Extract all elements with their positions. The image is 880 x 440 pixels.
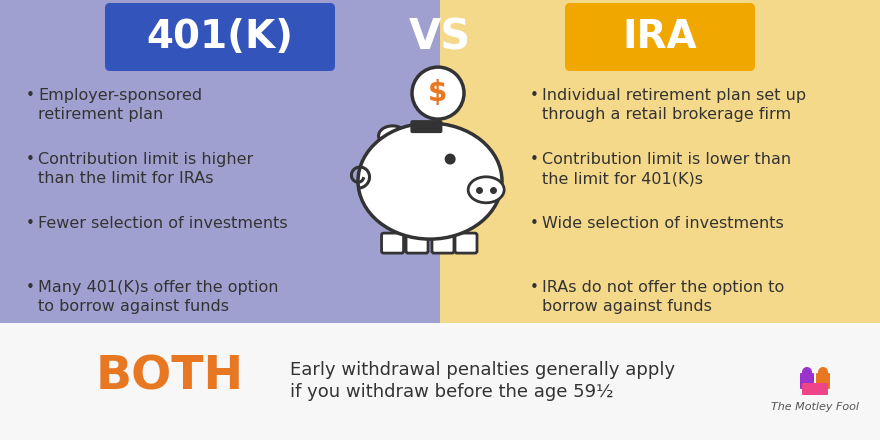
Text: •: • (26, 280, 35, 295)
FancyBboxPatch shape (0, 0, 440, 323)
Text: Employer-sponsored
retirement plan: Employer-sponsored retirement plan (38, 88, 202, 122)
Text: if you withdraw before the age 59½: if you withdraw before the age 59½ (290, 383, 613, 401)
FancyBboxPatch shape (802, 383, 828, 395)
Text: •: • (26, 88, 35, 103)
FancyBboxPatch shape (410, 120, 443, 133)
Text: $: $ (429, 79, 448, 107)
Text: •: • (26, 152, 35, 167)
Ellipse shape (468, 177, 504, 203)
Circle shape (802, 367, 812, 377)
Text: •: • (530, 280, 539, 295)
FancyBboxPatch shape (105, 3, 335, 71)
Text: Many 401(K)s offer the option
to borrow against funds: Many 401(K)s offer the option to borrow … (38, 280, 278, 314)
Text: IRA: IRA (623, 18, 697, 56)
Text: VS: VS (409, 16, 471, 58)
Ellipse shape (358, 123, 502, 239)
Text: 401(K): 401(K) (146, 18, 294, 56)
Text: Early withdrawal penalties generally apply: Early withdrawal penalties generally app… (290, 361, 675, 379)
Circle shape (412, 67, 464, 119)
FancyBboxPatch shape (565, 3, 755, 71)
FancyBboxPatch shape (455, 233, 477, 253)
Text: •: • (530, 88, 539, 103)
FancyBboxPatch shape (406, 233, 428, 253)
FancyBboxPatch shape (432, 233, 454, 253)
Text: Individual retirement plan set up
through a retail brokerage firm: Individual retirement plan set up throug… (542, 88, 806, 122)
FancyBboxPatch shape (440, 0, 880, 323)
Text: •: • (530, 152, 539, 167)
FancyBboxPatch shape (382, 233, 404, 253)
FancyBboxPatch shape (800, 373, 814, 389)
Text: •: • (530, 216, 539, 231)
FancyBboxPatch shape (816, 373, 830, 389)
Text: IRAs do not offer the option to
borrow against funds: IRAs do not offer the option to borrow a… (542, 280, 784, 314)
Text: •: • (26, 216, 35, 231)
Text: Wide selection of investments: Wide selection of investments (542, 216, 784, 231)
Text: Contribution limit is lower than
the limit for 401(K)s: Contribution limit is lower than the lim… (542, 152, 791, 186)
Text: BOTH: BOTH (96, 354, 244, 399)
FancyBboxPatch shape (0, 323, 880, 440)
Circle shape (818, 367, 828, 377)
Text: Contribution limit is higher
than the limit for IRAs: Contribution limit is higher than the li… (38, 152, 253, 186)
Circle shape (444, 154, 456, 165)
Ellipse shape (378, 126, 407, 146)
Text: The Motley Fool: The Motley Fool (771, 402, 859, 412)
Text: Fewer selection of investments: Fewer selection of investments (38, 216, 288, 231)
